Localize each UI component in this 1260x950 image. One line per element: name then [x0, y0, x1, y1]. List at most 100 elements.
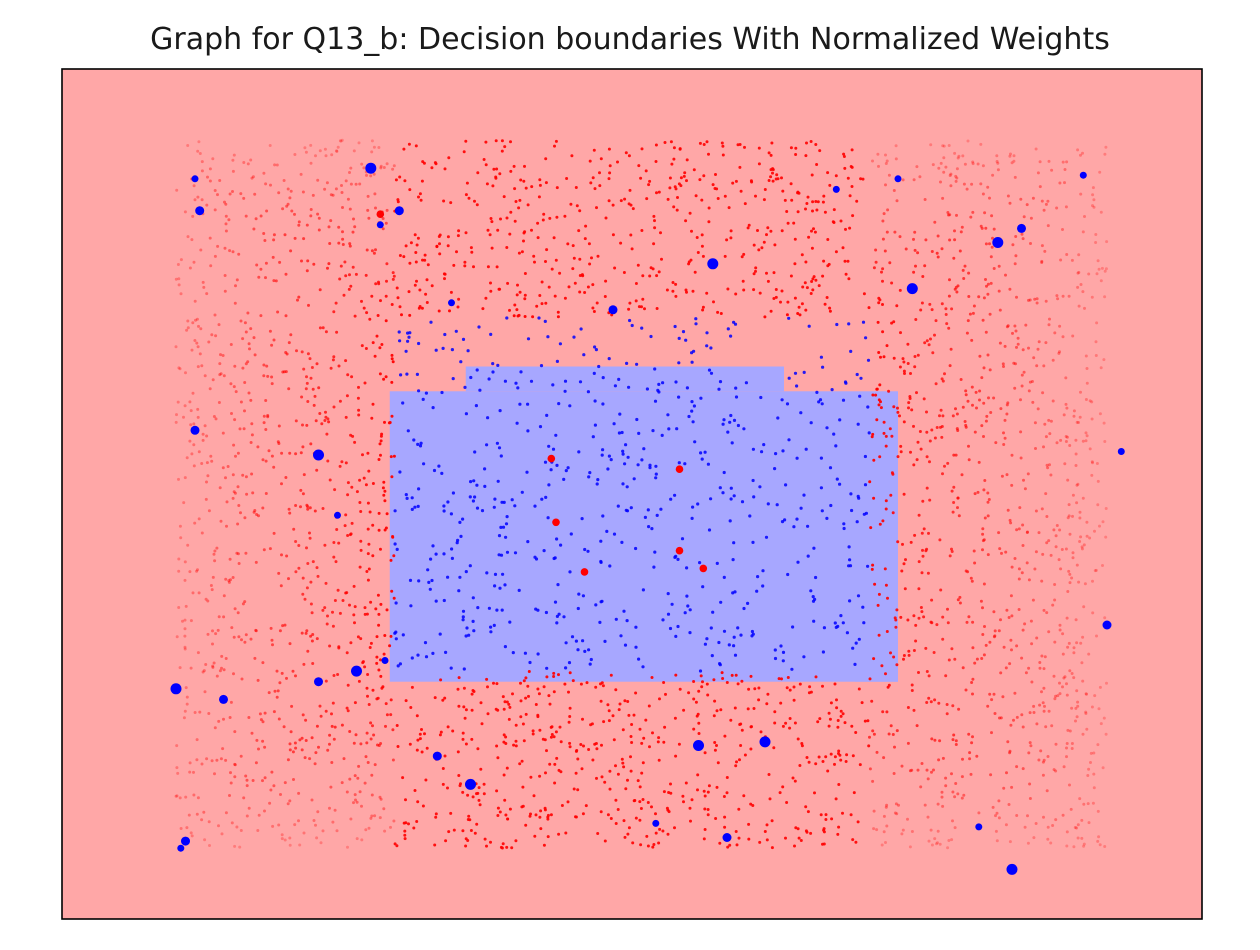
point-class-1: [396, 664, 400, 668]
point-class-0: [222, 374, 226, 378]
point-class-0: [498, 172, 502, 176]
point-class-0: [1049, 419, 1053, 423]
point-class-0: [264, 428, 268, 431]
point-class-0: [336, 673, 340, 676]
point-class-0: [434, 162, 438, 166]
point-class-0: [289, 249, 293, 253]
point-class-0: [175, 794, 179, 798]
point-class-0: [508, 705, 512, 709]
point-class-0: [413, 233, 417, 237]
point-class-0: [731, 181, 735, 185]
point-class-0: [201, 438, 205, 442]
point-class-0: [921, 499, 925, 503]
point-class-0: [462, 705, 466, 709]
point-class-0: [1056, 297, 1060, 301]
point-class-0: [986, 553, 990, 557]
point-class-0: [643, 307, 646, 311]
point-class-0: [721, 144, 725, 148]
point-class-0: [491, 184, 495, 188]
point-class-1: [399, 373, 403, 377]
point-class-0: [715, 709, 719, 713]
point-class-0: [881, 237, 885, 241]
point-class-0: [490, 220, 494, 224]
point-class-0: [486, 685, 489, 689]
point-class-1: [536, 652, 540, 656]
point-class-1: [796, 560, 800, 564]
point-class-0: [527, 670, 531, 673]
point-class-0: [262, 171, 266, 175]
point-class-0: [939, 180, 942, 184]
point-class-0: [944, 165, 948, 169]
point-class-0: [695, 714, 699, 718]
point-class-0: [973, 561, 977, 565]
point-class-1: [508, 620, 512, 624]
point-class-0: [982, 582, 986, 586]
point-class-0: [249, 441, 253, 444]
point-class-1: [625, 619, 629, 623]
point-class-0: [329, 219, 333, 223]
point-class-0: [648, 274, 652, 278]
point-class-0: [736, 682, 740, 686]
point-class-1: [621, 449, 625, 453]
point-class-0: [595, 206, 598, 210]
point-class-0: [420, 179, 424, 183]
point-class-0: [218, 179, 222, 182]
point-class-0: [196, 651, 200, 655]
point-class-0: [398, 254, 402, 257]
point-class-0: [999, 716, 1003, 720]
point-class-0: [946, 607, 949, 611]
point-class-0: [288, 843, 292, 847]
point-class-1: [732, 644, 736, 648]
point-class-0: [246, 162, 250, 166]
point-class-0: [349, 817, 353, 821]
point-class-0: [583, 291, 587, 294]
point-class-0: [350, 375, 354, 379]
point-class-0: [449, 201, 453, 205]
point-class-1: [562, 615, 566, 619]
point-class-0: [291, 669, 295, 673]
point-class-0: [712, 300, 715, 304]
point-class-0: [950, 307, 954, 311]
point-class-0: [700, 198, 704, 202]
point-class-0: [821, 200, 825, 204]
point-class-0: [292, 778, 295, 781]
point-class-0: [1064, 440, 1068, 443]
point-class-0: [264, 492, 268, 495]
point-class-0: [870, 567, 874, 571]
weighted-point-class-0: [547, 454, 556, 463]
point-class-0: [902, 657, 905, 661]
point-class-0: [944, 307, 948, 311]
point-class-0: [793, 237, 797, 241]
point-class-0: [384, 526, 388, 530]
point-class-0: [384, 724, 387, 728]
point-class-0: [265, 209, 269, 213]
point-class-0: [392, 274, 396, 278]
point-class-0: [817, 755, 821, 759]
point-class-0: [349, 532, 353, 536]
point-class-0: [318, 412, 322, 415]
point-class-0: [1084, 354, 1088, 358]
point-class-0: [901, 178, 905, 182]
point-class-0: [371, 688, 375, 692]
point-class-0: [1021, 237, 1025, 241]
weighted-point-class-1: [381, 657, 389, 664]
point-class-0: [300, 748, 304, 752]
point-class-0: [244, 774, 248, 778]
point-class-0: [302, 237, 306, 241]
point-class-1: [587, 648, 591, 652]
point-class-0: [878, 383, 882, 387]
point-class-0: [340, 723, 344, 727]
point-class-0: [702, 789, 706, 793]
point-class-0: [969, 772, 973, 776]
point-class-0: [375, 655, 379, 659]
point-class-1: [721, 491, 725, 495]
point-class-0: [228, 557, 232, 561]
point-class-0: [814, 278, 818, 282]
point-class-0: [769, 229, 773, 233]
point-class-0: [346, 845, 349, 849]
point-class-1: [440, 471, 444, 475]
point-class-1: [466, 349, 470, 353]
point-class-1: [432, 468, 437, 473]
point-class-0: [349, 641, 353, 645]
